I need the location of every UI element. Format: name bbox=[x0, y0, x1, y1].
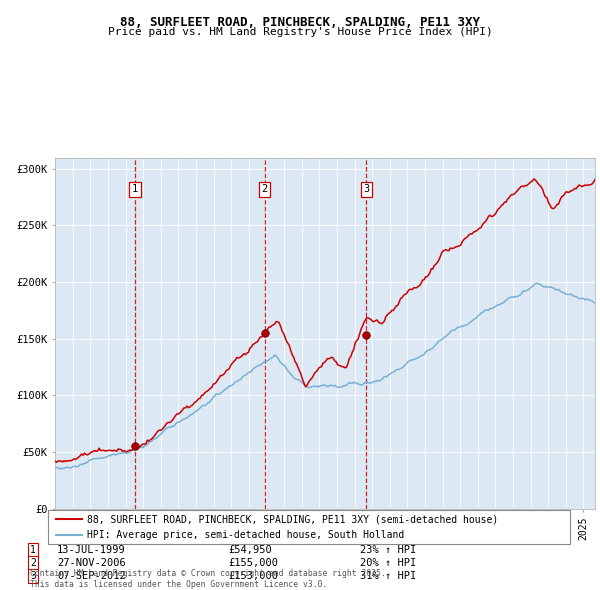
Text: 3: 3 bbox=[363, 184, 370, 194]
Text: 13-JUL-1999: 13-JUL-1999 bbox=[57, 545, 126, 555]
Text: 23% ↑ HPI: 23% ↑ HPI bbox=[360, 545, 416, 555]
Text: £153,000: £153,000 bbox=[228, 571, 278, 581]
Text: £155,000: £155,000 bbox=[228, 558, 278, 568]
Text: 07-SEP-2012: 07-SEP-2012 bbox=[57, 571, 126, 581]
Text: 31% ↑ HPI: 31% ↑ HPI bbox=[360, 571, 416, 581]
Text: 1: 1 bbox=[132, 184, 138, 194]
Text: Contains HM Land Registry data © Crown copyright and database right 2025.
This d: Contains HM Land Registry data © Crown c… bbox=[30, 569, 386, 589]
Text: 1: 1 bbox=[30, 545, 36, 555]
Text: 2: 2 bbox=[30, 558, 36, 568]
Text: £54,950: £54,950 bbox=[228, 545, 272, 555]
Text: Price paid vs. HM Land Registry's House Price Index (HPI): Price paid vs. HM Land Registry's House … bbox=[107, 27, 493, 37]
Text: 27-NOV-2006: 27-NOV-2006 bbox=[57, 558, 126, 568]
Text: 88, SURFLEET ROAD, PINCHBECK, SPALDING, PE11 3XY (semi-detached house): 88, SURFLEET ROAD, PINCHBECK, SPALDING, … bbox=[87, 514, 499, 525]
Text: 2: 2 bbox=[262, 184, 268, 194]
Text: 20% ↑ HPI: 20% ↑ HPI bbox=[360, 558, 416, 568]
Text: 3: 3 bbox=[30, 571, 36, 581]
Text: 88, SURFLEET ROAD, PINCHBECK, SPALDING, PE11 3XY: 88, SURFLEET ROAD, PINCHBECK, SPALDING, … bbox=[120, 16, 480, 29]
FancyBboxPatch shape bbox=[48, 510, 570, 544]
Text: HPI: Average price, semi-detached house, South Holland: HPI: Average price, semi-detached house,… bbox=[87, 530, 404, 540]
